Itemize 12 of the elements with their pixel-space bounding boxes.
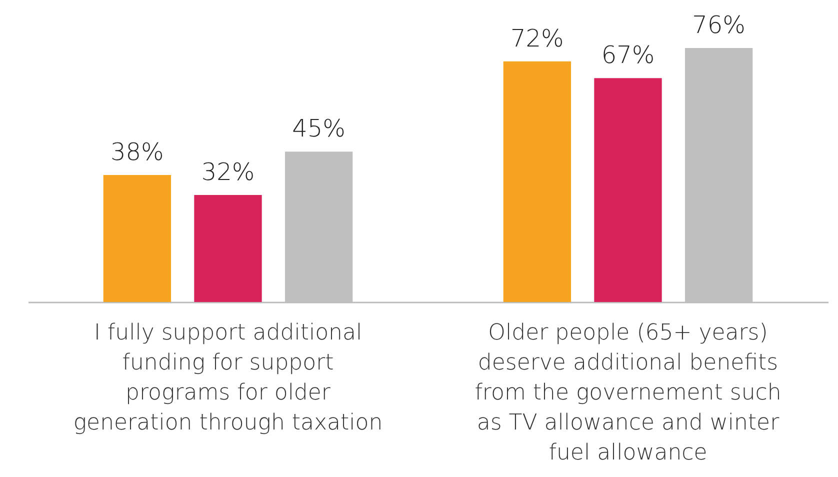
bar bbox=[594, 78, 662, 302]
bar bbox=[194, 195, 262, 302]
data-label: 72% bbox=[510, 24, 564, 52]
data-label: 76% bbox=[692, 11, 746, 39]
bar bbox=[503, 61, 572, 302]
x-tick-label: Older people (65+ years) deserve additional benefits from the governement such as TV allowance and winter fuel allowance bbox=[474, 320, 782, 466]
data-label: 32% bbox=[201, 158, 255, 186]
x-tick-label: I fully support additional funding for support programs for older generation through taxation bbox=[73, 320, 383, 436]
bar bbox=[103, 175, 172, 302]
data-label: 38% bbox=[110, 138, 164, 166]
data-label: 67% bbox=[601, 41, 655, 70]
data-label: 45% bbox=[292, 114, 346, 143]
